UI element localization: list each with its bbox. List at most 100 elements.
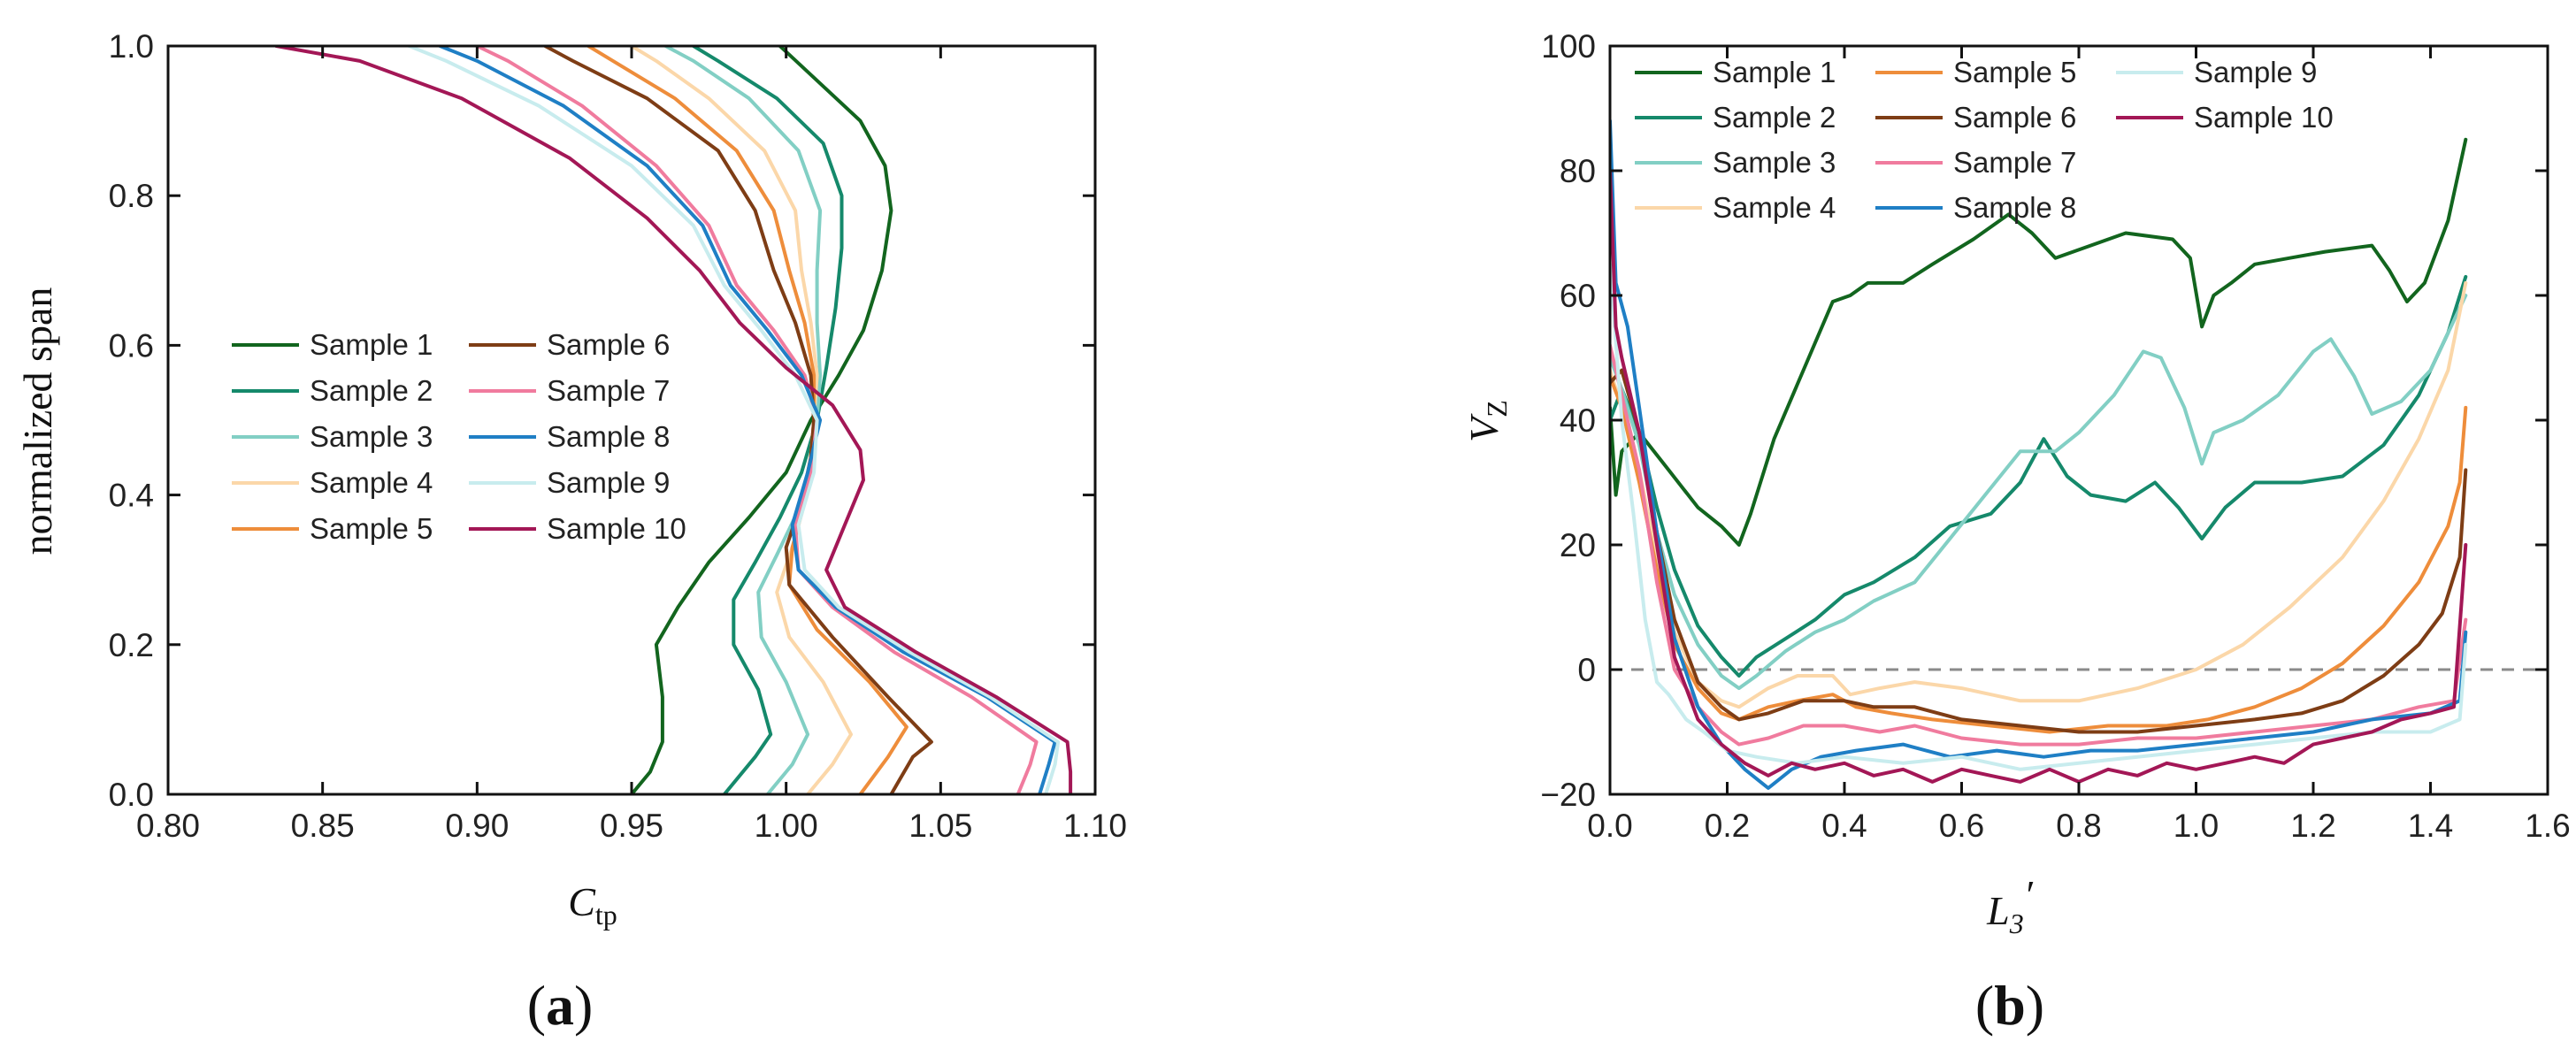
panel-b-series-sample-8 — [1610, 119, 2468, 790]
panel-b-series-sample-7 — [1610, 343, 2468, 747]
panel-b-y-tick-label: 80 — [1560, 153, 1596, 189]
panel-a-y-tick-label: 0.2 — [109, 627, 154, 663]
panel-a-x-axis-label-subscript: tp — [595, 899, 617, 931]
panel-b-series-sample-9 — [1610, 262, 2468, 771]
panel-b-legend-label-sample-4: Sample 4 — [1713, 191, 1836, 224]
panel-a-legend-item-sample-5: Sample 5 — [232, 512, 433, 545]
panel-b-x-tick-label: 0.6 — [1939, 808, 1984, 844]
panel-a-legend-item-sample-1: Sample 1 — [232, 328, 433, 361]
panel-a-series-sample-6 — [543, 46, 933, 794]
panel-b-legend-label-sample-7: Sample 7 — [1953, 146, 2076, 179]
panel-a-legend-label-sample-2: Sample 2 — [310, 374, 433, 407]
panel-b-series-group — [1610, 119, 2468, 790]
panel-a-x-tick-label: 1.00 — [755, 808, 818, 844]
panel-b-y-tick-label: −20 — [1540, 777, 1596, 813]
panel-b-chart: VZ L3′ (b) 0.0 0.2 0.4 0.6 0.8 1.0 1.2 1.4 1.6 −2… — [1461, 28, 2571, 1037]
panel-b-legend-item-sample-3: Sample 3 — [1635, 146, 1836, 179]
panel-a-x-axis-label: Ctp — [568, 879, 617, 931]
panel-a-label: (a) — [527, 974, 594, 1037]
panel-a-letter: a — [546, 974, 574, 1037]
panel-b-legend-item-sample-8: Sample 8 — [1875, 191, 2076, 224]
panel-b-x-tick-label: 1.6 — [2525, 808, 2570, 844]
panel-b-legend-label-sample-8: Sample 8 — [1953, 191, 2076, 224]
panel-a-x-tick-label: 0.85 — [291, 808, 355, 844]
panel-a-legend-label-sample-9: Sample 9 — [547, 466, 670, 499]
panel-b-legend-label-sample-10: Sample 10 — [2194, 101, 2334, 134]
panel-b-legend-label-sample-6: Sample 6 — [1953, 101, 2076, 134]
panel-b-series-sample-1 — [1610, 137, 2468, 547]
panel-b-legend-label-sample-3: Sample 3 — [1713, 146, 1836, 179]
panel-b-y-tick-label: 60 — [1560, 278, 1596, 314]
panel-a-y-tick-label: 0.4 — [109, 478, 154, 514]
panel-a-x-tick-label: 0.95 — [600, 808, 663, 844]
panel-b-legend-item-sample-9: Sample 9 — [2116, 56, 2317, 88]
panel-b-series-sample-10 — [1610, 169, 2468, 784]
panel-b-x-axis-label: L3′ — [1986, 872, 2034, 939]
panel-b-legend-label-sample-1: Sample 1 — [1713, 56, 1836, 88]
panel-b-series-sample-2 — [1610, 274, 2468, 678]
panel-b-legend-item-sample-10: Sample 10 — [2116, 101, 2334, 134]
panel-b-legend-label-sample-2: Sample 2 — [1713, 101, 1836, 134]
panel-b-label: (b) — [1975, 974, 2044, 1037]
panel-b-series-sample-3 — [1610, 294, 2468, 691]
panel-a-series-sample-2 — [691, 46, 844, 794]
panel-a-y-tick-label: 0.6 — [109, 327, 154, 364]
panel-b-legend-item-sample-2: Sample 2 — [1635, 101, 1836, 134]
panel-a-legend-item-sample-2: Sample 2 — [232, 374, 433, 407]
panel-b-x-tick-label: 1.2 — [2290, 808, 2335, 844]
panel-a-legend-item-sample-7: Sample 7 — [469, 374, 670, 407]
panel-b-x-tick-label: 0.2 — [1705, 808, 1750, 844]
panel-a-legend-item-sample-10: Sample 10 — [469, 512, 686, 545]
panel-a-legend-label-sample-4: Sample 4 — [310, 466, 433, 499]
panel-b-series-sample-4 — [1610, 280, 2468, 709]
panel-b-x-tick-label: 0.0 — [1587, 808, 1632, 844]
panel-b-y-axis-label: VZ — [1461, 400, 1513, 442]
panel-b-x-tick-label: 0.8 — [2056, 808, 2101, 844]
panel-b-x-tick-label: 0.4 — [1821, 808, 1867, 844]
panel-b-legend-item-sample-5: Sample 5 — [1875, 56, 2076, 88]
panel-b-letter: b — [1994, 974, 2026, 1037]
panel-b-y-tick-label: 40 — [1560, 402, 1596, 439]
panel-a-series-sample-10 — [274, 46, 1073, 794]
panel-b-legend-label-sample-9: Sample 9 — [2194, 56, 2317, 88]
panel-b-x-tick-label: 1.0 — [2174, 808, 2219, 844]
panel-b-legend-item-sample-1: Sample 1 — [1635, 56, 1836, 88]
panel-a-y-tick-label: 0.8 — [109, 178, 154, 214]
panel-a-legend-item-sample-9: Sample 9 — [469, 466, 670, 499]
panel-b-y-tick-label: 0 — [1577, 652, 1596, 688]
panel-b-legend-item-sample-4: Sample 4 — [1635, 191, 1836, 224]
panel-a-x-tick-label: 1.05 — [908, 808, 972, 844]
panel-b-y-tick-label: 20 — [1560, 527, 1596, 563]
panel-a-legend: Sample 1 Sample 2 Sample 3 Sample 4 Sample 5… — [232, 328, 686, 545]
panel-a-legend-item-sample-3: Sample 3 — [232, 420, 433, 453]
panel-b-legend: Sample 1 Sample 2 Sample 3 Sample 4 Sample 5… — [1635, 56, 2334, 224]
panel-a-legend-label-sample-10: Sample 10 — [547, 512, 686, 545]
panel-b-x-axis-label-prime: ′ — [2024, 872, 2034, 917]
panel-b-x-axis-label-main: L — [1986, 888, 2010, 933]
panel-b-series-sample-6 — [1610, 368, 2468, 734]
panel-b-y-axis-label-main: V — [1461, 413, 1506, 442]
panel-a-y-axis-label: normalized span — [15, 287, 60, 555]
panel-a-series-group — [274, 46, 1073, 794]
panel-a-legend-item-sample-4: Sample 4 — [232, 466, 433, 499]
panel-a-x-tick-label: 0.90 — [445, 808, 509, 844]
panel-a-legend-label-sample-8: Sample 8 — [547, 420, 670, 453]
panel-b-x-axis-label-subscript: 3 — [2009, 908, 2024, 939]
panel-b-legend-item-sample-7: Sample 7 — [1875, 146, 2076, 179]
panel-b-y-axis-label-subscript: Z — [1481, 400, 1513, 417]
panel-a-series-sample-9 — [407, 46, 1061, 794]
panel-b-legend-item-sample-6: Sample 6 — [1875, 101, 2076, 134]
panel-a-legend-label-sample-1: Sample 1 — [310, 328, 433, 361]
panel-a-x-axis-label-main: C — [568, 879, 596, 924]
panel-a-x-tick-label: 1.10 — [1063, 808, 1127, 844]
panel-a-series-sample-1 — [630, 46, 893, 794]
panel-a-legend-item-sample-6: Sample 6 — [469, 328, 670, 361]
panel-b-y-tick-label: 100 — [1541, 28, 1596, 65]
panel-b-x-tick-label: 1.4 — [2408, 808, 2453, 844]
panel-a-legend-label-sample-6: Sample 6 — [547, 328, 670, 361]
panel-a-legend-label-sample-3: Sample 3 — [310, 420, 433, 453]
panel-a-y-tick-label: 1.0 — [109, 28, 154, 65]
panel-a-legend-item-sample-8: Sample 8 — [469, 420, 670, 453]
